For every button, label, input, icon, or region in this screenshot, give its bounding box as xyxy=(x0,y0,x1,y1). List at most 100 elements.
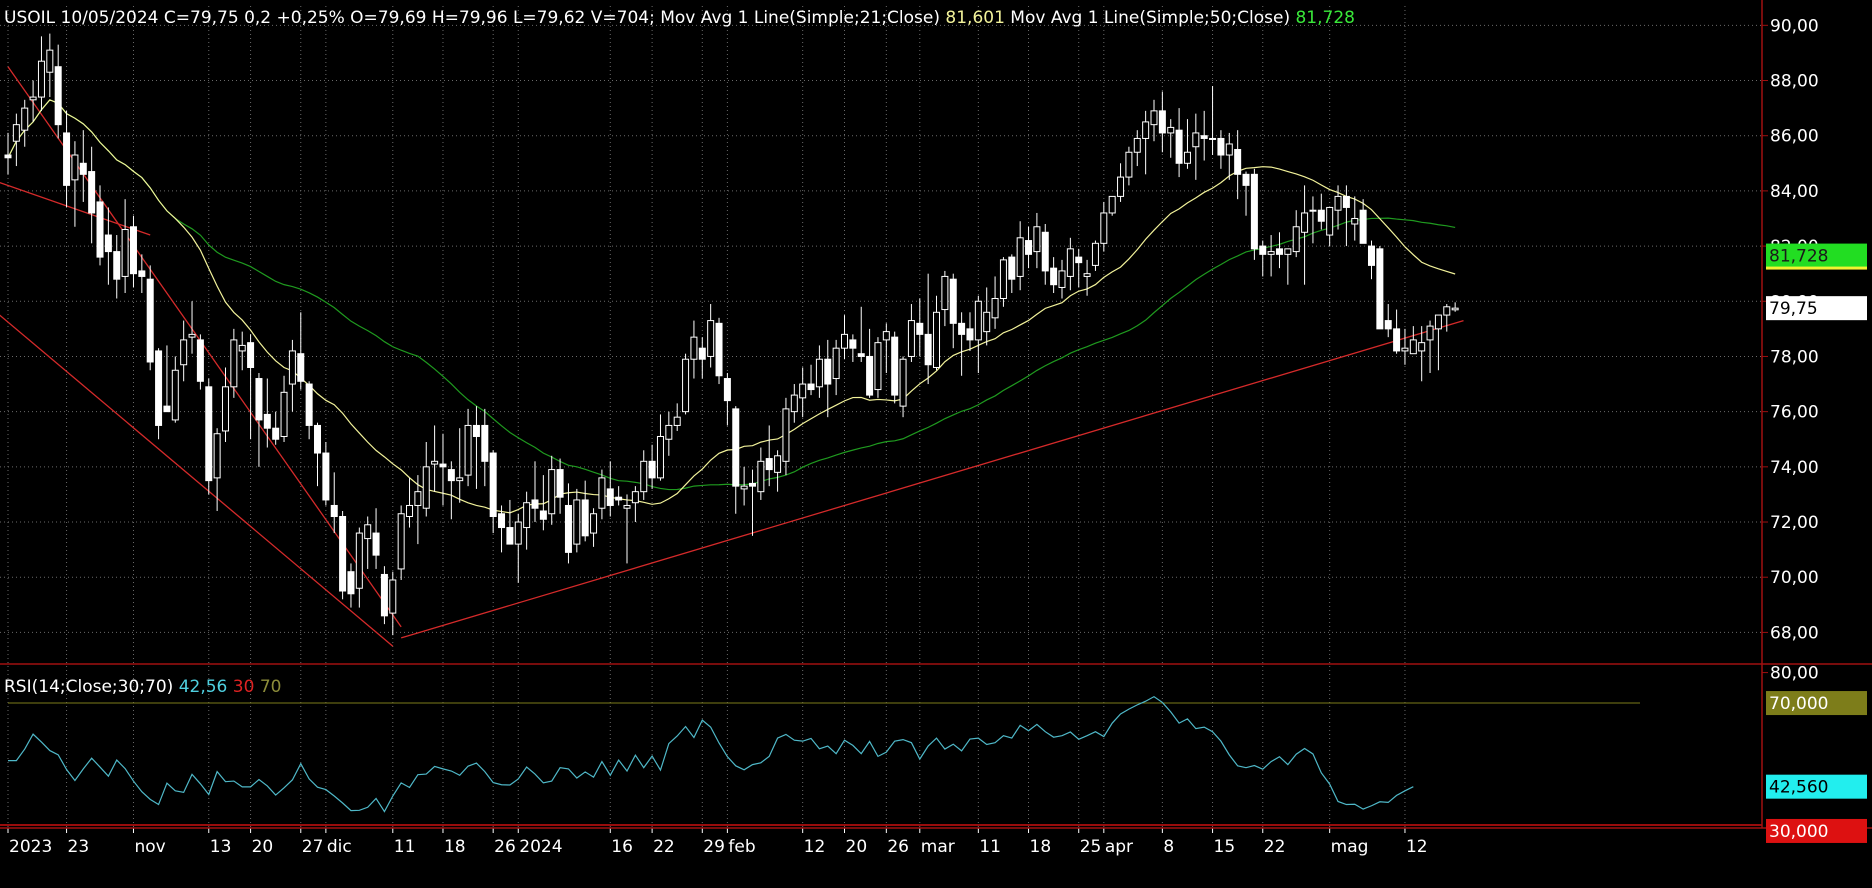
candle-body xyxy=(1108,195,1116,214)
candle-body xyxy=(1041,231,1049,272)
grid-lines xyxy=(0,6,1762,828)
candle-body xyxy=(1401,347,1409,352)
x-tick-label: 11 xyxy=(394,837,416,857)
candle-body xyxy=(1334,195,1342,211)
x-tick-label: 26 xyxy=(887,837,909,857)
candle-body xyxy=(640,460,648,493)
candle-body xyxy=(79,162,87,175)
x-tick-label: feb xyxy=(728,837,755,857)
candle-body xyxy=(1083,273,1091,277)
candle-body xyxy=(790,394,798,413)
candle-body xyxy=(1225,143,1233,156)
candle-body xyxy=(1284,248,1292,255)
candle-body xyxy=(1025,240,1033,255)
candle-body xyxy=(439,463,447,468)
x-tick-label: 22 xyxy=(1264,837,1286,857)
candle-body xyxy=(146,278,154,363)
ma21-label: Mov Avg 1 Line(Simple;21;Close) xyxy=(655,8,940,28)
rsi-label: RSI(14;Close;30;70) xyxy=(4,677,173,697)
rsi-value-badge-label: 42,560 xyxy=(1769,778,1828,798)
x-tick-label: 27 xyxy=(302,837,324,857)
candle-body xyxy=(648,460,656,479)
x-tick-label: 29 xyxy=(703,837,725,857)
candle-body xyxy=(857,353,865,357)
candle-body xyxy=(104,234,112,253)
candle-body xyxy=(866,355,874,396)
x-tick-label: 20 xyxy=(252,837,274,857)
candle-body xyxy=(815,358,823,388)
candle-body xyxy=(288,350,296,385)
candle-body xyxy=(280,391,288,437)
candle-body xyxy=(841,333,848,349)
candle-body xyxy=(1426,325,1434,341)
candle-body xyxy=(1351,217,1359,225)
candle-body xyxy=(974,300,982,341)
x-tick-label: 22 xyxy=(653,837,675,857)
candle-body xyxy=(37,60,45,98)
candle-body xyxy=(556,469,564,498)
candle-body xyxy=(966,328,974,341)
ma50-badge-box xyxy=(1766,243,1867,268)
candle-body xyxy=(305,383,313,426)
x-tick-label: 2023 xyxy=(9,837,52,857)
candle-body xyxy=(774,455,782,473)
candle-body xyxy=(347,571,355,595)
y-tick-label: 72,00 xyxy=(1770,513,1819,533)
candle-body xyxy=(4,154,12,159)
candle-body xyxy=(1192,132,1200,148)
candle-body xyxy=(1275,248,1283,255)
candle-body xyxy=(949,278,957,324)
candle-body xyxy=(205,386,213,482)
candle-body xyxy=(748,482,756,487)
x-tick-label: nov xyxy=(134,837,165,857)
candle-body xyxy=(1418,342,1426,352)
candle-body xyxy=(682,358,690,413)
rsi-30-badge-label: 30,000 xyxy=(1769,822,1828,842)
candle-body xyxy=(590,513,598,534)
x-tick-label: 8 xyxy=(1163,837,1174,857)
candle-body xyxy=(615,496,623,501)
candle-body xyxy=(1359,209,1367,244)
trendline xyxy=(400,319,1464,639)
trendline xyxy=(0,314,394,647)
x-tick-label: dic xyxy=(327,837,352,857)
candle-body xyxy=(171,369,179,421)
header-legend: USOIL 10/05/2024 C=79,75 0,2 +0,25% O=79… xyxy=(4,8,1355,28)
candle-body xyxy=(623,504,631,509)
candle-body xyxy=(1200,135,1208,139)
trendlines xyxy=(0,66,1464,647)
candle-body xyxy=(523,502,531,529)
candle-body xyxy=(472,424,480,437)
candle-body xyxy=(757,460,765,493)
candle-body xyxy=(196,339,204,382)
candle-body xyxy=(514,521,522,545)
candle-body xyxy=(548,469,556,515)
x-tick-label: 12 xyxy=(804,837,826,857)
candle-body xyxy=(882,331,890,341)
x-tick-label: 20 xyxy=(846,837,868,857)
y-tick-label: 70,00 xyxy=(1770,568,1819,588)
candle-body xyxy=(531,499,539,509)
candle-body xyxy=(247,342,255,368)
x-tick-label: 12 xyxy=(1406,837,1428,857)
rsi-line xyxy=(8,695,1414,813)
candle-body xyxy=(1317,209,1325,222)
candle-body xyxy=(230,339,238,388)
candle-body xyxy=(88,171,96,214)
candle-body xyxy=(314,424,322,454)
candle-body xyxy=(1451,307,1459,311)
candle-body xyxy=(447,469,455,482)
ma50-badge-label: 81,728 xyxy=(1769,247,1828,267)
candle-body xyxy=(414,491,422,506)
candle-body xyxy=(1217,137,1225,156)
candle-body xyxy=(1309,209,1317,212)
candle-body xyxy=(690,336,698,360)
candle-body xyxy=(732,408,740,487)
candle-body xyxy=(598,477,606,509)
candle-body xyxy=(832,347,840,380)
candle-body xyxy=(180,339,188,366)
x-tick-label: 2024 xyxy=(519,837,562,857)
ma50-line xyxy=(7,99,1456,491)
